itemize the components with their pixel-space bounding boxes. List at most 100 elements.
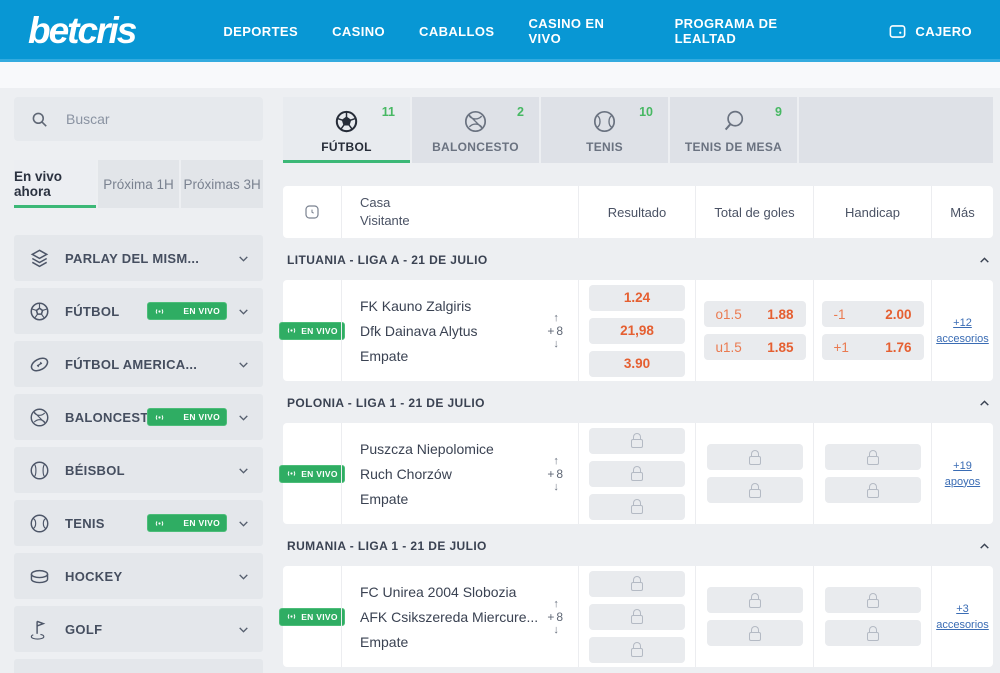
chevron-up-icon — [980, 399, 989, 406]
event-count: 10 — [639, 105, 653, 119]
search-icon — [32, 112, 47, 127]
lock-icon — [631, 433, 643, 448]
column-header-visitante: Visitante — [360, 213, 410, 228]
sidebar-item-hockey[interactable]: HOCKEY — [14, 553, 263, 599]
sidebar-item-golf[interactable]: GOLF — [14, 606, 263, 652]
tab-en-vivo-ahora[interactable]: En vivo ahora — [14, 160, 96, 208]
sport-tab-futbol[interactable]: 11 FÚTBOL — [283, 97, 410, 163]
lock-icon — [748, 625, 761, 641]
odds-table-header: Casa Visitante Resultado Total de goles … — [283, 186, 993, 238]
broadcast-icon — [156, 308, 164, 314]
more-markets-link[interactable]: +19 apoyos — [944, 459, 981, 488]
league-header-lituania[interactable]: LITUANIA - LIGA A - 21 DE JULIO — [287, 246, 991, 274]
event-count: 11 — [381, 105, 395, 119]
broadcast-icon — [287, 471, 296, 476]
home-team[interactable]: Puszcza Niepolomice — [360, 440, 494, 457]
column-header-total-goles: Total de goles — [714, 204, 795, 220]
column-header-casa: Casa — [360, 195, 391, 210]
column-header-mas: Más — [950, 204, 975, 220]
more-markets-toggle[interactable]: ↑ +8 ↓ — [547, 597, 565, 636]
sidebar: Buscar En vivo ahora Próxima 1H Próximas… — [14, 97, 264, 673]
tennis-icon — [30, 514, 49, 532]
tab-proximas-3h[interactable]: Próximas 3H — [181, 160, 264, 208]
chevron-down-icon — [239, 626, 248, 633]
sidebar-item-futbol[interactable]: FÚTBOL EN VIVO — [14, 288, 263, 334]
nav-item-cajero[interactable]: CAJERO — [888, 22, 972, 41]
odds-button-handicap-away[interactable]: +1 1.76 — [821, 334, 924, 360]
league-header-polonia[interactable]: POLONIA - LIGA 1 - 21 DE JULIO — [287, 389, 991, 417]
sidebar-item-beisbol[interactable]: BÉISBOL — [14, 447, 263, 493]
sport-tab-baloncesto[interactable]: 2 BALONCESTO — [412, 97, 539, 163]
draw-label[interactable]: Empate — [360, 490, 409, 507]
chevron-down-icon — [239, 414, 248, 421]
subnav-band — [0, 62, 1000, 88]
live-badge: EN VIVO — [147, 408, 227, 426]
odds-button-under[interactable]: u1.5 1.85 — [703, 334, 806, 360]
soccer-icon — [335, 110, 358, 133]
chevron-down-icon — [239, 308, 248, 315]
odds-button-locked — [824, 620, 921, 646]
nav-item-casino[interactable]: CASINO — [332, 23, 386, 39]
more-markets-toggle[interactable]: ↑ +8 ↓ — [547, 454, 565, 493]
more-markets-link[interactable]: +3 accesorios — [936, 602, 989, 631]
sidebar-item-futbol-americano[interactable]: FÚTBOL AMERICA... — [14, 341, 263, 387]
chevron-up-icon — [980, 256, 989, 263]
live-badge: EN VIVO — [147, 302, 227, 320]
away-team[interactable]: Dfk Dainava Alytus — [360, 322, 478, 339]
nav-item-casino-en-vivo[interactable]: CASINO EN VIVO — [528, 16, 605, 46]
away-team[interactable]: Ruch Chorzów — [360, 465, 452, 482]
sidebar-item-tenis[interactable]: TENIS EN VIVO — [14, 500, 263, 546]
odds-button-away[interactable]: 21,98 — [589, 317, 685, 344]
odds-button-locked — [706, 587, 803, 613]
odds-button-locked — [589, 570, 685, 597]
more-markets-toggle[interactable]: ↑ +8 ↓ — [547, 311, 565, 350]
broadcast-icon — [287, 614, 296, 619]
league-header-rumania[interactable]: RUMANIA - LIGA 1 - 21 DE JULIO — [287, 532, 991, 560]
away-team[interactable]: AFK Csikszereda Miercure... — [360, 608, 539, 625]
lock-icon — [748, 449, 761, 465]
lock-icon — [748, 592, 761, 608]
chevron-down-icon — [239, 467, 248, 474]
odds-button-home[interactable]: 1.24 — [589, 284, 685, 311]
arrow-down-icon: ↓ — [553, 480, 559, 493]
odds-button-handicap-home[interactable]: -1 2.00 — [821, 301, 924, 327]
sidebar-item-cutoff[interactable]: EN VIVO — [14, 659, 263, 673]
draw-label[interactable]: Empate — [360, 347, 409, 364]
chevron-up-icon — [980, 542, 989, 549]
sidebar-item-parlay[interactable]: PARLAY DEL MISM... — [14, 235, 263, 281]
time-filter-tabs: En vivo ahora Próxima 1H Próximas 3H — [14, 160, 264, 208]
search-input[interactable]: Buscar — [14, 97, 263, 141]
odds-button-over[interactable]: o1.5 1.88 — [703, 301, 806, 327]
live-badge: EN VIVO — [279, 464, 345, 483]
lock-icon — [631, 499, 643, 514]
nav-item-programa-lealtad[interactable]: PROGRAMA DE LEALTAD — [674, 16, 778, 46]
arrow-up-icon: ↑ — [553, 597, 559, 610]
tab-proxima-1h[interactable]: Próxima 1H — [97, 160, 180, 208]
chevron-down-icon — [239, 520, 248, 527]
soccer-icon — [30, 301, 49, 321]
broadcast-icon — [287, 328, 296, 333]
nav-item-caballos[interactable]: CABALLOS — [419, 23, 495, 39]
more-markets-link[interactable]: +12 accesorios — [936, 316, 989, 345]
betcris-logo[interactable]: betcris — [28, 10, 137, 51]
odds-button-locked — [706, 477, 803, 503]
nav-item-deportes[interactable]: DEPORTES — [223, 23, 299, 39]
home-team[interactable]: FK Kauno Zalgiris — [360, 297, 472, 314]
table-tennis-icon — [724, 110, 744, 131]
odds-button-locked — [589, 493, 685, 520]
draw-label[interactable]: Empate — [360, 633, 409, 650]
sport-tab-tenis[interactable]: 10 TENIS — [541, 97, 668, 163]
sport-tab-tenis-de-mesa[interactable]: 9 TENIS DE MESA — [670, 97, 797, 163]
arrow-down-icon: ↓ — [553, 623, 559, 636]
main-nav: DEPORTES CASINO CABALLOS CASINO EN VIVO … — [223, 16, 972, 46]
lock-icon — [748, 482, 761, 498]
sidebar-item-baloncesto[interactable]: BALONCESTO EN VIVO — [14, 394, 263, 440]
hockey-puck-icon — [30, 569, 49, 583]
top-nav: betcris DEPORTES CASINO CABALLOS CASINO … — [0, 0, 1000, 62]
home-team[interactable]: FC Unirea 2004 Slobozia — [360, 583, 517, 600]
arrow-up-icon: ↑ — [553, 311, 559, 324]
sport-tabs: 11 FÚTBOL 2 BALONCESTO 10 TENIS 9 TENIS … — [283, 97, 993, 163]
column-header-resultado: Resultado — [607, 204, 667, 220]
odds-button-draw[interactable]: 3.90 — [589, 350, 685, 377]
odds-button-locked — [824, 587, 921, 613]
